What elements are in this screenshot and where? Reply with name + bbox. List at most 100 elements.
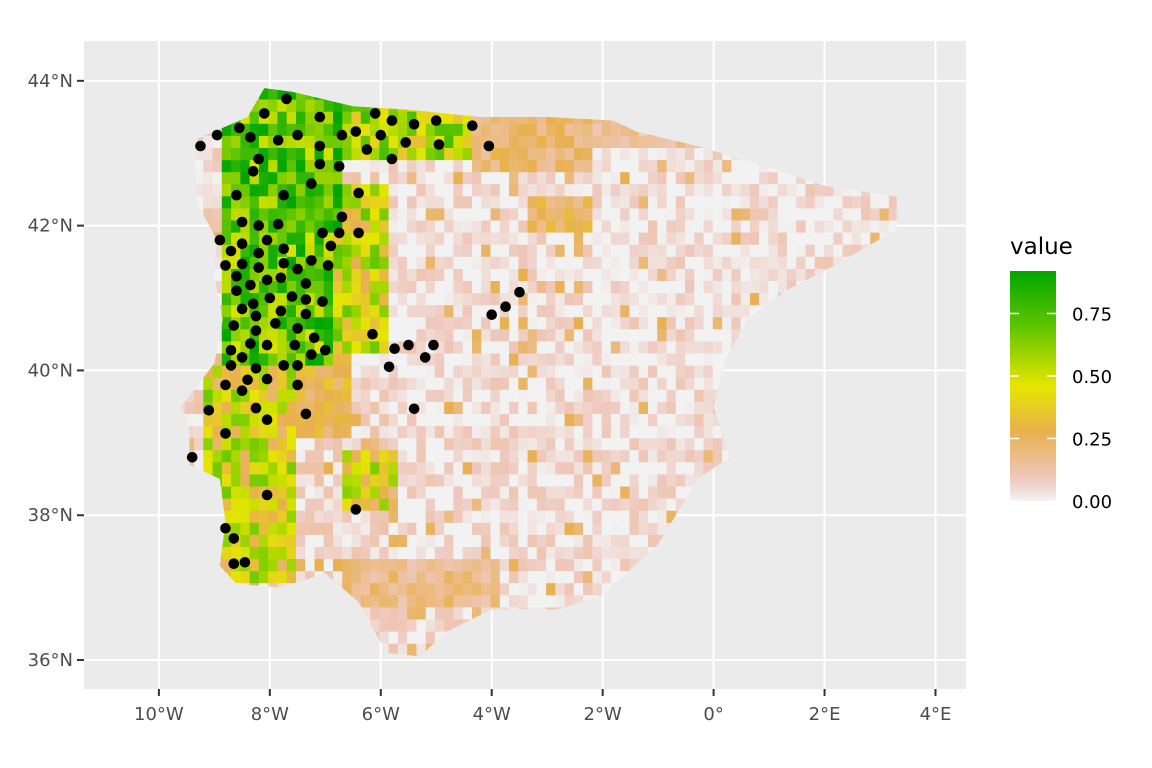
raster-cell (444, 498, 455, 511)
raster-cell (601, 449, 612, 463)
raster-cell (472, 365, 482, 378)
raster-cell (555, 377, 566, 390)
raster-cell (416, 304, 427, 318)
occurrence-point (228, 533, 240, 544)
raster-cell (444, 256, 455, 269)
raster-cell (268, 449, 279, 463)
raster-cell (610, 473, 621, 487)
raster-cell (240, 316, 251, 330)
raster-cell (323, 485, 334, 499)
raster-cell (323, 546, 334, 560)
raster-cell (536, 171, 547, 185)
raster-cell (444, 304, 455, 318)
raster-cell (249, 485, 260, 499)
raster-cell (305, 159, 316, 173)
raster-cell (527, 256, 538, 269)
raster-cell (342, 389, 353, 402)
raster-cell (351, 558, 362, 572)
raster-cell (657, 232, 668, 245)
raster-cell (527, 352, 538, 366)
raster-cell (573, 522, 584, 535)
raster-cell (610, 171, 621, 185)
raster-cell (657, 207, 668, 221)
raster-cell (842, 232, 853, 245)
raster-cell (731, 280, 742, 294)
raster-cell (462, 413, 473, 427)
raster-cell (305, 232, 316, 245)
raster-cell (518, 594, 529, 608)
raster-cell (620, 232, 631, 245)
raster-cell (490, 389, 501, 402)
raster-cell (620, 413, 631, 427)
raster-cell (416, 207, 427, 221)
occurrence-point (231, 189, 242, 201)
raster-cell (258, 534, 269, 547)
raster-cell (407, 643, 417, 656)
raster-cell (573, 207, 584, 221)
raster-cell (722, 268, 732, 281)
raster-cell (731, 256, 742, 269)
raster-cell (462, 195, 473, 209)
raster-cell (184, 425, 195, 439)
raster-cell (657, 219, 668, 233)
raster-cell (258, 425, 269, 439)
raster-cell (333, 99, 343, 112)
raster-cell (370, 304, 380, 318)
raster-cell (583, 207, 593, 221)
raster-cell (212, 280, 223, 294)
raster-cell (360, 522, 371, 535)
raster-cell (583, 123, 593, 136)
raster-cell (472, 510, 482, 523)
raster-cell (759, 292, 769, 306)
raster-cell (592, 195, 603, 209)
raster-cell (657, 244, 668, 257)
raster-cell (499, 534, 510, 547)
raster-cell (249, 437, 260, 451)
raster-cell (583, 304, 593, 318)
occurrence-point (292, 263, 303, 275)
raster-cell (333, 328, 343, 342)
raster-cell (231, 135, 241, 148)
raster-cell (351, 316, 362, 330)
raster-cell (509, 352, 519, 366)
raster-cell (212, 425, 223, 439)
raster-cell (277, 232, 288, 245)
raster-cell (286, 461, 297, 475)
raster-cell (425, 498, 436, 511)
raster-cell (481, 147, 492, 161)
raster-cell (453, 425, 464, 439)
raster-cell (296, 570, 306, 584)
raster-cell (314, 473, 325, 487)
raster-cell (453, 473, 464, 487)
raster-cell (703, 171, 714, 185)
raster-cell (731, 316, 742, 330)
raster-cell (416, 268, 427, 281)
raster-cell (777, 171, 788, 185)
raster-cell (231, 207, 241, 221)
raster-cell (258, 123, 269, 136)
occurrence-point (245, 279, 256, 291)
occurrence-point (433, 139, 445, 150)
raster-cell (360, 606, 371, 620)
raster-cell (629, 546, 640, 560)
raster-cell (434, 183, 445, 197)
occurrence-point (300, 308, 312, 320)
raster-cell (490, 135, 501, 148)
raster-cell (407, 558, 417, 572)
raster-cell (740, 292, 751, 306)
raster-cell (296, 219, 306, 233)
raster-cell (648, 316, 658, 330)
raster-cell (527, 159, 538, 173)
raster-cell (268, 256, 279, 269)
raster-cell (592, 256, 603, 269)
raster-cell (286, 522, 297, 535)
raster-cell (221, 135, 232, 148)
raster-cell (397, 534, 408, 547)
raster-cell (601, 425, 612, 439)
raster-cell (342, 195, 353, 209)
raster-cell (527, 232, 538, 245)
raster-cell (555, 232, 566, 245)
raster-cell (333, 256, 343, 269)
raster-cell (333, 558, 343, 572)
raster-cell (425, 280, 436, 294)
